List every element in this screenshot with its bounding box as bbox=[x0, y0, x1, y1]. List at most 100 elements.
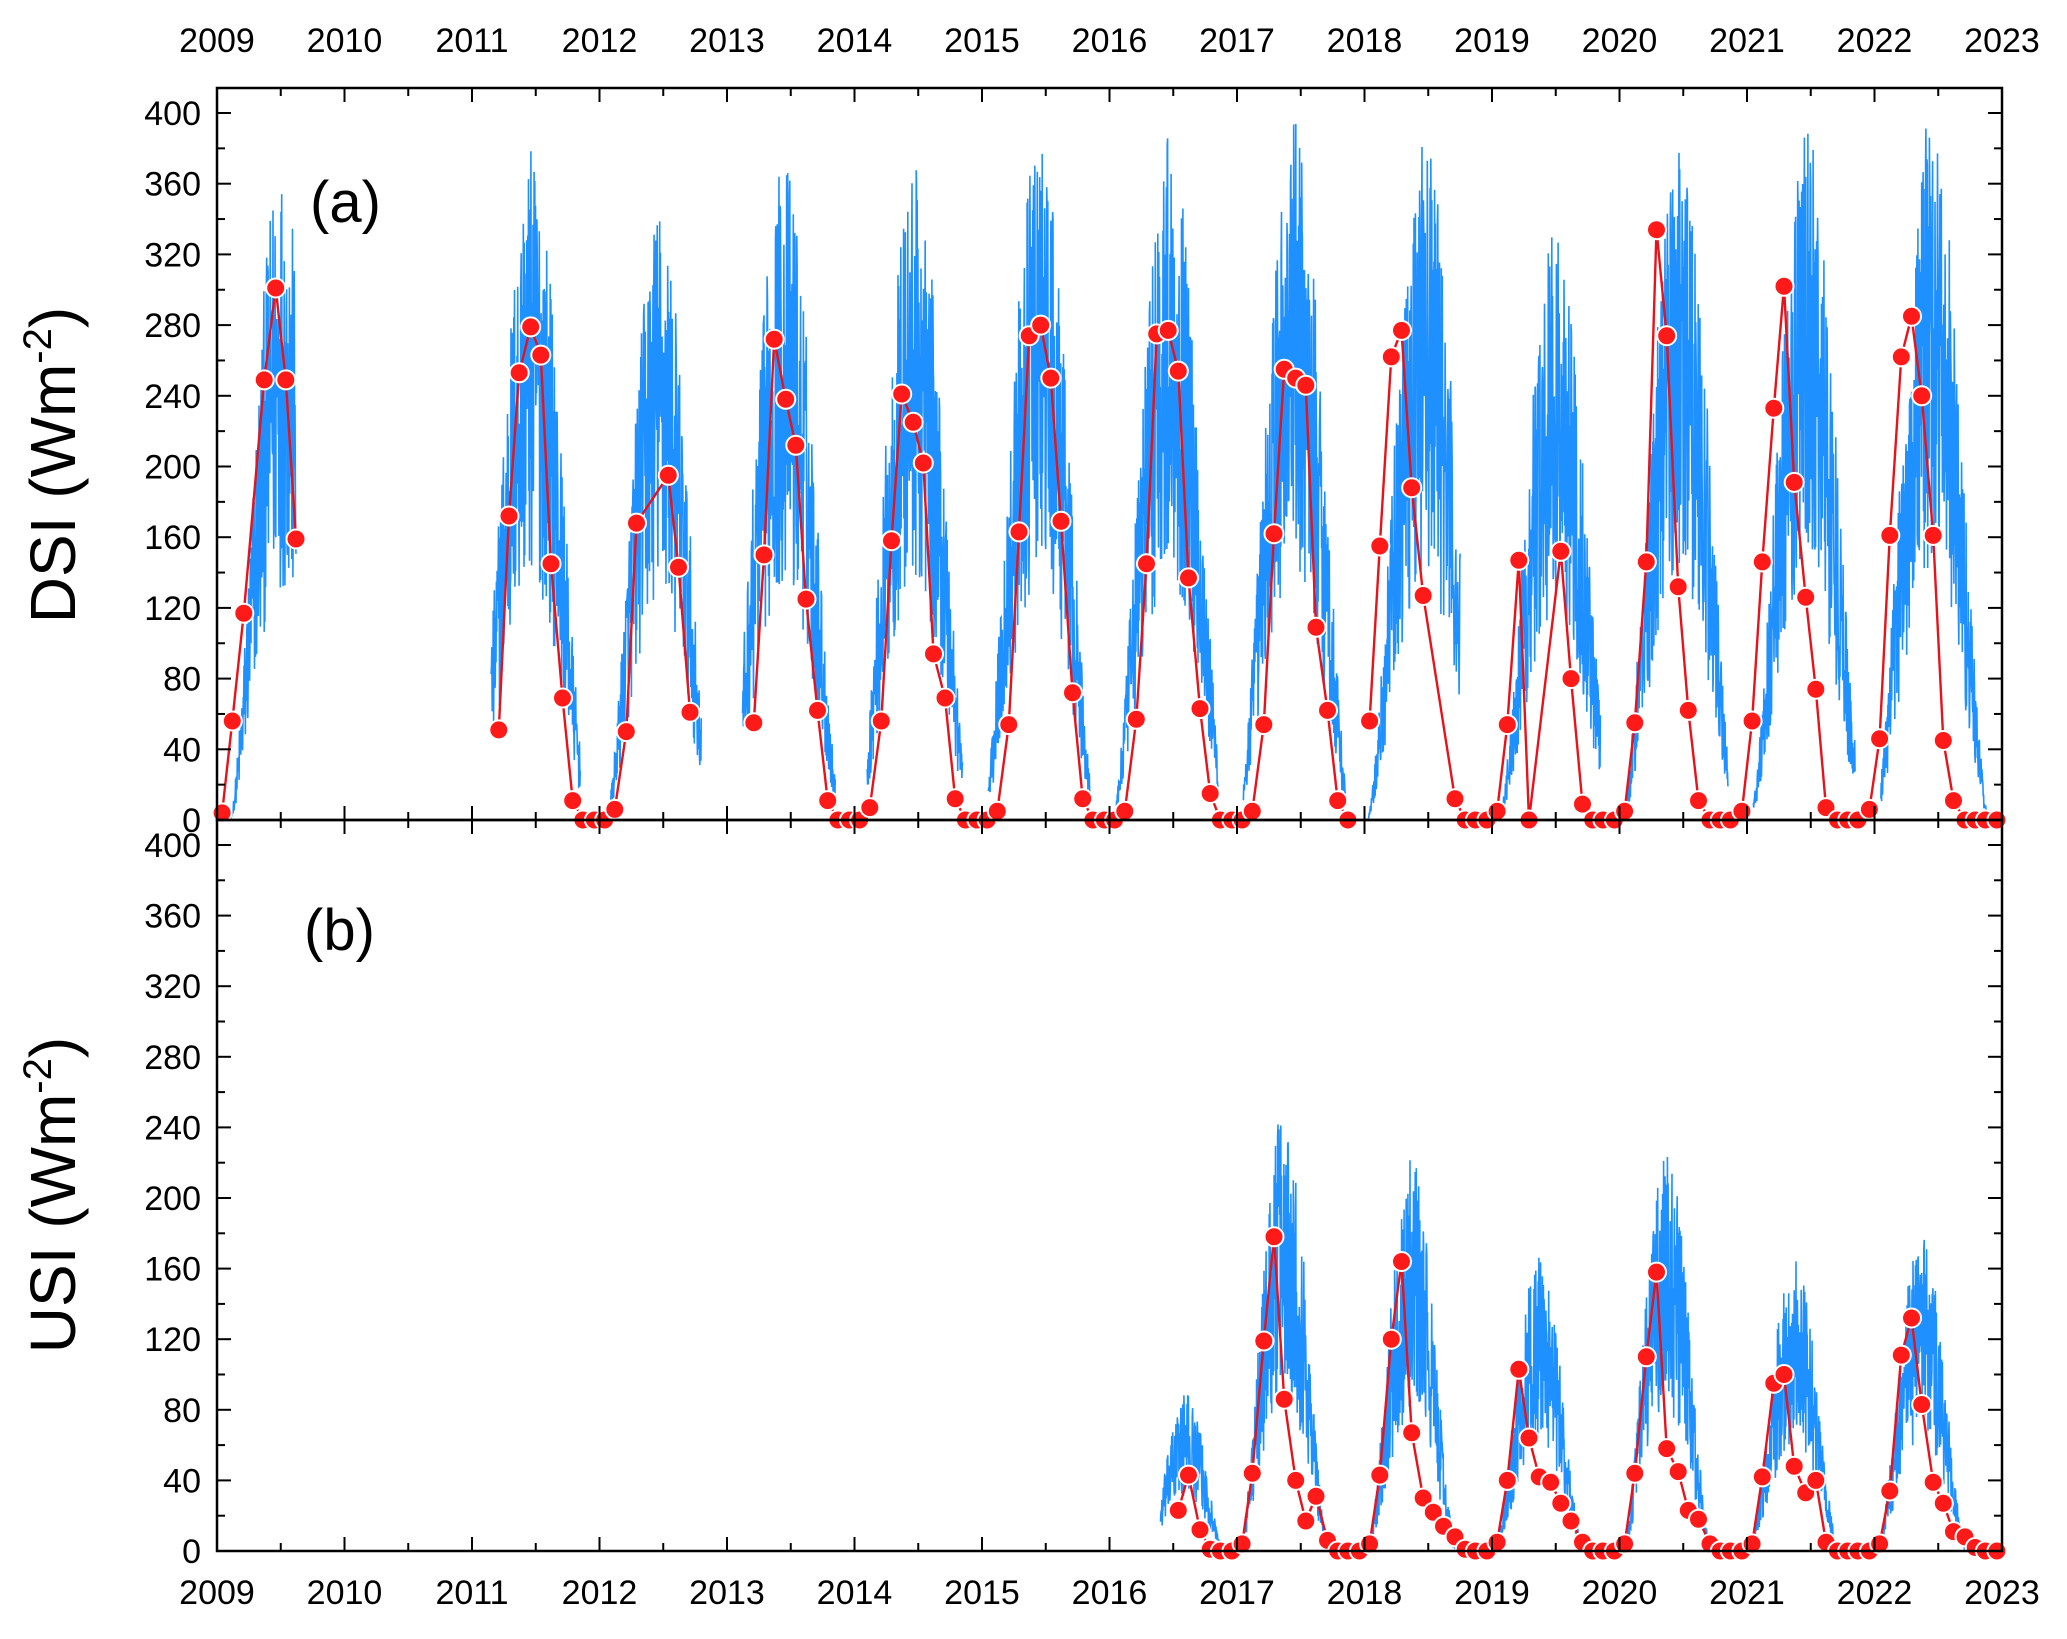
monthly-point bbox=[1167, 360, 1189, 382]
x-tick-label-bottom: 2014 bbox=[817, 1574, 893, 1612]
daily-trace bbox=[1115, 138, 1219, 812]
y-tick-label: 160 bbox=[144, 1251, 201, 1289]
monthly-point bbox=[1560, 668, 1582, 690]
monthly-point bbox=[934, 687, 956, 709]
monthly-point bbox=[1359, 710, 1381, 732]
y-tick-label: 400 bbox=[144, 827, 201, 865]
monthly-point bbox=[1508, 1358, 1530, 1380]
monthly-point bbox=[668, 556, 689, 578]
monthly-point bbox=[1805, 678, 1827, 700]
monthly-point bbox=[1401, 1422, 1423, 1444]
monthly-point bbox=[1380, 346, 1402, 368]
monthly-point bbox=[1273, 1388, 1295, 1410]
monthly-point bbox=[1901, 305, 1922, 327]
monthly-point bbox=[1890, 346, 1912, 368]
panel-a-daily-series bbox=[223, 123, 1996, 821]
daily-trace bbox=[1880, 128, 1996, 821]
monthly-point bbox=[753, 544, 775, 566]
monthly-point bbox=[1189, 1519, 1211, 1541]
monthly-point bbox=[743, 712, 765, 734]
monthly-point bbox=[253, 369, 275, 391]
x-tick-label-bottom: 2023 bbox=[1964, 1574, 2040, 1612]
x-tick-label-top: 2013 bbox=[689, 22, 765, 60]
panel-a-axes: 0 40 80 120 160 200 240 280 320 360 400 2009 2010 201… bbox=[144, 22, 2040, 840]
daily-trace bbox=[987, 153, 1092, 802]
monthly-point bbox=[1263, 523, 1285, 545]
daily-trace bbox=[1625, 152, 1729, 808]
monthly-point bbox=[1922, 524, 1944, 546]
panel-a-ylabel: DSI (Wm-2) bbox=[16, 307, 89, 623]
monthly-point bbox=[1901, 1307, 1922, 1329]
monthly-point bbox=[1050, 510, 1072, 532]
monthly-point bbox=[1486, 1531, 1508, 1553]
monthly-point bbox=[775, 388, 797, 410]
monthly-point bbox=[233, 602, 255, 624]
panel-b-daily-series bbox=[1159, 1124, 1996, 1552]
plot-frame bbox=[215, 818, 2004, 1553]
y-tick-label: 360 bbox=[144, 898, 201, 936]
monthly-point bbox=[1072, 788, 1094, 810]
x-tick-label-top: 2019 bbox=[1454, 22, 1530, 60]
x-tick-label-top: 2010 bbox=[307, 22, 383, 60]
monthly-point bbox=[785, 434, 807, 456]
monthly-point bbox=[1550, 540, 1572, 562]
monthly-point bbox=[1635, 551, 1657, 573]
monthly-point bbox=[881, 530, 902, 552]
monthly-point bbox=[1136, 553, 1157, 575]
monthly-point bbox=[657, 464, 679, 486]
monthly-point bbox=[998, 714, 1020, 736]
y-tick-label: 280 bbox=[144, 1039, 201, 1077]
daily-trace bbox=[866, 170, 964, 785]
monthly-point bbox=[1656, 1438, 1678, 1460]
monthly-point bbox=[1795, 586, 1817, 608]
monthly-point bbox=[1496, 714, 1518, 736]
daily-trace bbox=[1242, 123, 1347, 801]
monthly-point bbox=[1412, 585, 1434, 606]
monthly-point bbox=[1751, 551, 1773, 573]
monthly-point bbox=[1199, 783, 1221, 804]
monthly-point bbox=[488, 719, 510, 741]
monthly-point bbox=[1550, 1492, 1572, 1514]
y-tick-label: 0 bbox=[182, 802, 201, 840]
monthly-point bbox=[1656, 325, 1678, 347]
panel-a-label: (a) bbox=[310, 170, 381, 235]
x-tick-label-bottom: 2020 bbox=[1582, 1574, 1658, 1612]
y-tick-label: 320 bbox=[144, 236, 201, 274]
monthly-point bbox=[1646, 1261, 1667, 1283]
x-tick-label-top: 2023 bbox=[1964, 22, 2040, 60]
monthly-point bbox=[498, 505, 520, 527]
x-tick-label-bottom: 2017 bbox=[1199, 1574, 1275, 1612]
monthly-point bbox=[1412, 1487, 1434, 1509]
x-tick-label-bottom: 2018 bbox=[1327, 1574, 1403, 1612]
monthly-point bbox=[1008, 521, 1030, 543]
monthly-point bbox=[1241, 800, 1263, 822]
x-tick-label-top: 2016 bbox=[1072, 22, 1148, 60]
x-tick-label-top: 2020 bbox=[1582, 22, 1658, 60]
x-tick-label-top: 2015 bbox=[944, 22, 1020, 60]
monthly-point bbox=[1496, 1469, 1518, 1491]
monthly-point bbox=[1646, 219, 1667, 241]
monthly-point bbox=[265, 277, 287, 299]
x-tick-label-bottom: 2011 bbox=[435, 1574, 508, 1612]
monthly-point bbox=[1444, 788, 1466, 810]
monthly-point bbox=[1751, 1466, 1773, 1488]
monthly-point bbox=[1667, 1461, 1689, 1483]
monthly-point bbox=[923, 643, 944, 665]
monthly-point bbox=[1486, 800, 1508, 822]
panel-a: 0 40 80 120 160 200 240 280 320 360 400 2009 2010 201… bbox=[16, 22, 2040, 840]
monthly-point bbox=[1879, 524, 1901, 546]
panel-b-ylabel: USI (Wm-2) bbox=[16, 1037, 89, 1353]
monthly-point bbox=[1763, 397, 1785, 419]
y-tick-label: 120 bbox=[144, 590, 201, 628]
y-tick-label: 120 bbox=[144, 1321, 201, 1359]
monthly-point bbox=[1805, 1469, 1827, 1491]
monthly-point bbox=[1263, 1226, 1285, 1248]
monthly-point bbox=[1741, 710, 1763, 732]
monthly-point bbox=[1241, 1462, 1263, 1484]
x-tick-label-top: 2018 bbox=[1327, 22, 1403, 60]
panel-b: 0 40 80 120 160 200 240 280 320 360 400 2009 2010 201… bbox=[16, 818, 2040, 1612]
monthly-point bbox=[859, 797, 881, 819]
monthly-point bbox=[1773, 275, 1795, 297]
y-tick-label: 200 bbox=[144, 449, 201, 487]
monthly-point bbox=[1114, 800, 1136, 822]
